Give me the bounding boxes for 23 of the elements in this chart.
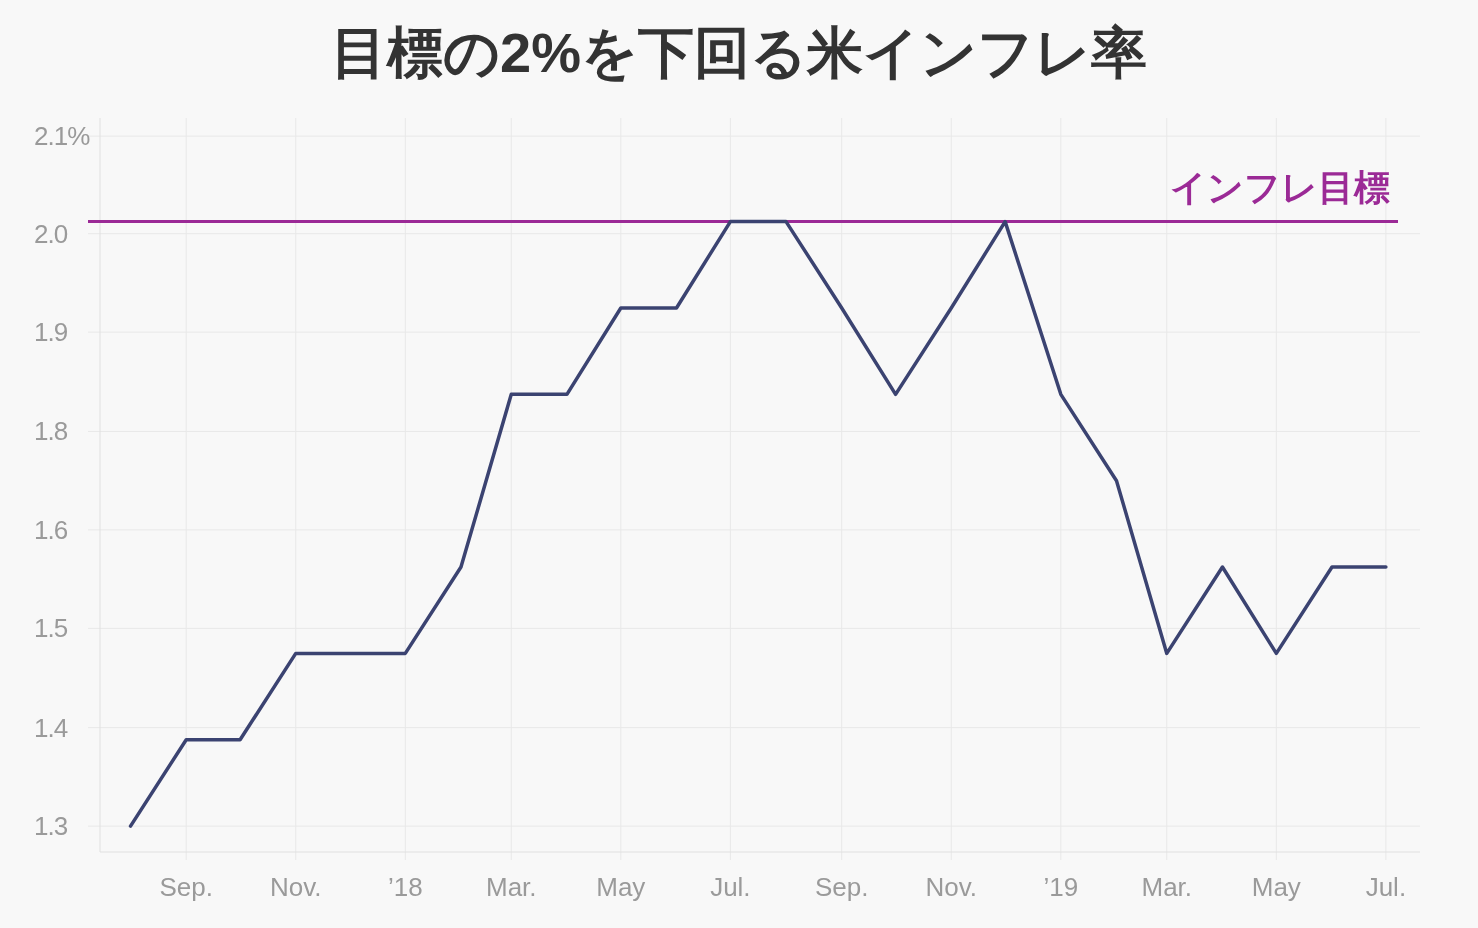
x-tick-label: Jul.	[1365, 872, 1407, 902]
x-tick-label: Nov.	[269, 872, 322, 902]
x-tick-label: Jul.	[710, 872, 751, 902]
line-series	[128, 219, 1388, 828]
x-tick-label: Sep.	[159, 872, 213, 902]
chart-title: 目標の2%を下回る米インフレ率	[331, 21, 1147, 84]
x-tick-label: Nov.	[925, 872, 978, 902]
x-tick-label: ’18	[387, 872, 423, 902]
y-tick-label: 2.1%	[34, 121, 91, 152]
x-tick-label: Mar.	[1141, 872, 1193, 902]
y-tick-label: 1.9	[34, 317, 68, 348]
x-tick-label: Sep.	[814, 872, 869, 902]
y-tick-label: 2.0	[34, 218, 68, 249]
y-tick-label: 1.4	[34, 712, 68, 743]
y-tick-label: 1.5	[34, 613, 68, 644]
x-tick-label: Mar.	[485, 872, 537, 902]
x-tick-label: May	[596, 872, 646, 902]
x-tick-label: ’19	[1043, 872, 1079, 902]
y-tick-label: 1.3	[34, 811, 68, 842]
x-tick-label: May	[1251, 872, 1301, 902]
y-tick-label: 1.8	[34, 416, 68, 447]
y-tick-label: 1.6	[34, 514, 68, 545]
ref-line-label: インフレ目標	[1170, 166, 1390, 208]
